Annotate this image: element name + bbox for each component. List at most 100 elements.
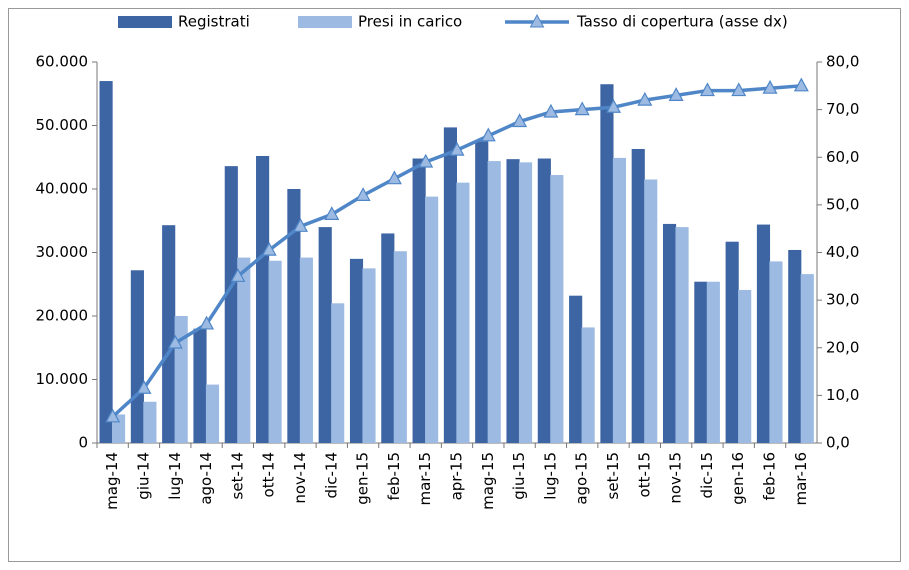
x-tick-label: mar-15 [416, 452, 434, 506]
x-tick-label: mag-15 [479, 452, 497, 510]
line-marker [167, 334, 183, 349]
y2-tick-label: 80,0 [826, 53, 859, 71]
bar [256, 155, 270, 444]
x-tick-label: ago-14 [197, 452, 215, 505]
bar [162, 225, 176, 443]
bar [662, 223, 677, 443]
legend-label: Registrati [178, 13, 250, 31]
line-marker [292, 218, 308, 232]
line-marker [261, 241, 277, 256]
x-tick-label: ott-15 [635, 452, 653, 497]
bar [130, 270, 144, 443]
bar [706, 281, 720, 443]
bar [268, 260, 282, 443]
line-marker [606, 98, 622, 113]
line-marker [418, 153, 434, 168]
y-tick-label: 20.000 [36, 307, 89, 325]
x-tick-label: ott-14 [260, 452, 278, 497]
x-tick-label: nov-15 [667, 452, 685, 504]
bar [756, 224, 771, 443]
x-tick-label: mar-16 [792, 452, 810, 506]
y-tick-label: 0 [78, 434, 88, 452]
y2-tick-label: 60,0 [826, 148, 859, 166]
bar [600, 84, 614, 443]
legend-marker [529, 13, 545, 28]
line-marker [105, 408, 121, 423]
legend-label: Presi in carico [358, 13, 462, 31]
x-tick-label: ago-15 [573, 452, 591, 505]
bar [569, 295, 583, 443]
line-marker [731, 82, 747, 97]
bar [487, 161, 501, 443]
y2-tick-label: 70,0 [826, 100, 859, 118]
y2-tick-label: 40,0 [826, 243, 859, 261]
line-marker [512, 113, 528, 128]
line-marker [762, 79, 778, 94]
bar [550, 175, 564, 443]
y2-tick-label: 10,0 [826, 386, 859, 404]
bar [506, 159, 520, 443]
x-tick-label: feb-15 [385, 452, 403, 501]
x-tick-label: set-15 [604, 452, 622, 499]
bar [518, 162, 533, 443]
x-tick-label: mag-14 [103, 452, 121, 510]
x-tick-label: giu-14 [134, 452, 152, 500]
x-tick-label: set-14 [228, 452, 246, 499]
y-tick-label: 10.000 [36, 370, 89, 388]
line-marker [574, 101, 590, 116]
bar [537, 158, 551, 443]
y-tick-label: 40.000 [36, 180, 89, 198]
y-tick-label: 60.000 [36, 53, 89, 71]
bar [769, 261, 783, 443]
line-marker [699, 82, 715, 97]
bar [381, 233, 395, 443]
bar [193, 328, 207, 443]
bar [800, 274, 814, 443]
bar [205, 384, 220, 443]
y2-tick-label: 0,0 [826, 434, 850, 452]
bar [788, 249, 802, 443]
line-marker [199, 315, 215, 330]
x-tick-label: dic-14 [322, 452, 340, 498]
bar [631, 148, 645, 443]
x-tick-label: lug-15 [541, 452, 559, 500]
line-marker [449, 141, 465, 156]
y2-tick-label: 20,0 [826, 338, 859, 356]
x-tick-label: giu-15 [510, 452, 528, 500]
line-marker [136, 379, 152, 394]
bar [675, 227, 689, 443]
bar [287, 189, 301, 443]
line-marker [480, 127, 496, 142]
y-tick-label: 50.000 [36, 116, 89, 134]
bar [475, 141, 489, 443]
bar [644, 179, 658, 443]
legend-swatch [118, 16, 172, 28]
x-tick-label: lug-14 [166, 452, 184, 500]
bar [318, 227, 332, 443]
line-marker [543, 103, 559, 118]
bar [349, 258, 364, 443]
bar [299, 257, 313, 443]
line-marker [793, 77, 809, 92]
bar [224, 166, 238, 443]
legend-label: Tasso di copertura (asse dx) [576, 13, 788, 31]
bar [412, 158, 426, 443]
x-tick-label: dic-15 [698, 452, 716, 498]
line-marker [230, 268, 246, 282]
line-marker [637, 91, 653, 106]
bar [237, 257, 251, 443]
y-tick-label: 30.000 [36, 243, 89, 261]
y2-tick-label: 30,0 [826, 291, 859, 309]
bar [738, 289, 752, 443]
bar [425, 196, 439, 443]
line-marker [668, 87, 684, 101]
x-tick-label: feb-16 [761, 452, 779, 501]
bar [456, 182, 470, 443]
x-tick-label: gen-15 [354, 452, 372, 505]
legend-swatch [298, 16, 352, 28]
bar [443, 127, 457, 443]
line-marker [355, 187, 371, 201]
bar [362, 268, 376, 443]
bar [331, 303, 345, 443]
bar [581, 327, 595, 443]
